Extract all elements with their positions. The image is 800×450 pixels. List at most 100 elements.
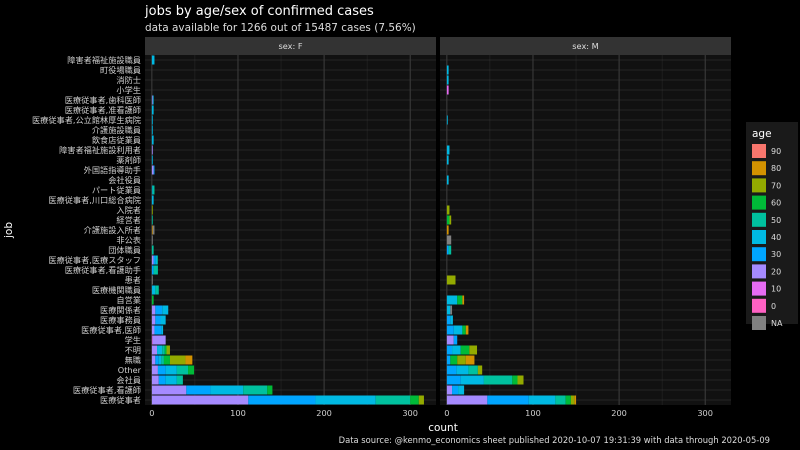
bar-segment-age-50 (162, 345, 165, 355)
bar-segment-age-70 (517, 375, 524, 385)
legend-label: 10 (771, 285, 781, 294)
x-tick-label: 0 (149, 408, 154, 418)
bar-segment-age-40 (151, 115, 153, 125)
bar-segment-age-20 (151, 315, 156, 325)
bar-segment-age-50 (151, 245, 154, 255)
y-tick-label: 薬剤師 (116, 155, 141, 165)
x-tick-label: 200 (316, 408, 332, 418)
bar-segment-age-80 (574, 395, 577, 405)
y-tick-label: 医療従事者,医師 (81, 325, 141, 335)
bar-segment-age-40 (452, 345, 461, 355)
x-axis-label: count (428, 422, 458, 434)
bar-segment-age-60 (462, 325, 466, 335)
bar-segment-age-60 (267, 385, 273, 395)
bar-segment-age-60 (188, 365, 195, 375)
bar-segment-age-40 (158, 355, 162, 365)
bar-segment-age-50 (555, 395, 566, 405)
bar-segment-age-40 (155, 255, 158, 265)
bar-segment-age-40 (151, 185, 153, 195)
bar-segment-age-40 (446, 75, 449, 85)
bar-segment-age-50 (483, 375, 513, 385)
bar-segment-age-70 (418, 395, 424, 405)
bar-segment-age-50 (151, 215, 153, 225)
bar-segment-age-60 (446, 215, 450, 225)
bar-segment-age-40 (446, 115, 448, 125)
bar-segment-age-20 (151, 355, 156, 365)
y-tick-label: 会社役員 (108, 175, 141, 185)
bar-segment-age-20 (151, 395, 249, 405)
bar-segment-age-70 (446, 205, 450, 215)
bar-segment-age-40 (157, 345, 163, 355)
bar-segment-age-30 (446, 315, 451, 325)
bar-segment-age-50 (153, 265, 158, 275)
bar-segment-age-30 (153, 255, 156, 265)
y-axis-label: job (3, 222, 15, 239)
bar-segment-age-60 (163, 355, 170, 365)
bar-segment-age-30 (453, 335, 458, 345)
bar-segment-age-20 (151, 95, 153, 105)
panel-male: sex: M 0 100 200 300 (440, 37, 731, 418)
y-tick-label: 患者 (125, 275, 141, 285)
y-tick-label: 介護施設職員 (92, 125, 141, 135)
legend-swatch (752, 161, 766, 176)
y-tick-label: 医療関係者 (100, 305, 141, 315)
facet-strip (145, 37, 436, 55)
bar-segment-age-40 (160, 315, 166, 325)
y-tick-label: Other (118, 365, 142, 375)
x-tick-label: 100 (230, 408, 246, 418)
legend-label: 30 (771, 250, 781, 259)
y-tick-label: 町役場職員 (100, 65, 141, 75)
bar-segment-age-40 (456, 365, 469, 375)
bar-segment-age-50 (448, 245, 452, 255)
bar-segment-age-40 (210, 385, 244, 395)
bar-segment-age-50 (157, 255, 158, 265)
x-tick-label: 200 (611, 408, 627, 418)
bar-segment-age-80 (185, 355, 193, 365)
legend-swatch (752, 281, 766, 296)
legend-title: age (752, 128, 772, 140)
bar-segment-age-40 (165, 365, 177, 375)
bar-segment-age-40 (446, 305, 451, 315)
y-tick-label: 介護施設入所者 (84, 225, 141, 235)
legend-label: 0 (771, 302, 776, 311)
bar-segment-age-20 (446, 385, 453, 395)
bar-segment-age-80 (465, 325, 469, 335)
bar-segment-age-40 (151, 155, 153, 165)
bar-segment-age-NA (151, 235, 153, 245)
y-tick-label: 医療事務員 (100, 315, 141, 325)
bar-segment-age-30 (487, 395, 529, 405)
bar-segment-age-50 (152, 185, 155, 195)
y-tick-label: 医療従事者,川口総合病院 (48, 195, 141, 205)
bar-segment-age-60 (512, 375, 518, 385)
y-tick-label: 医療従事者,医療スタッフ (48, 255, 141, 265)
bar-segment-age-40 (151, 105, 154, 115)
bar-segment-age-50 (161, 355, 164, 365)
bar-segment-age-20 (446, 335, 454, 345)
bar-segment-age-60 (460, 345, 470, 355)
bar-segment-age-20 (151, 325, 155, 335)
x-tick-label: 0 (444, 408, 449, 418)
legend-label: 40 (771, 233, 781, 242)
y-tick-label: 無職 (125, 355, 141, 365)
y-tick-label: 会社員 (116, 375, 141, 385)
bar-segment-age-30 (446, 345, 453, 355)
bar-segment-age-40 (151, 195, 154, 205)
bar-segment-age-40 (446, 175, 449, 185)
bar-segment-age-40 (446, 145, 450, 155)
panel-female: sex: F 0 100 200 300 (145, 37, 436, 418)
bar-segment-age-20 (151, 345, 158, 355)
legend-swatch (752, 247, 766, 262)
bar-segment-age-20 (151, 375, 159, 385)
bar-segment-age-30 (446, 325, 454, 335)
bar-segment-age-20 (151, 145, 153, 155)
bar-segment-age-30 (446, 355, 451, 365)
bar-segment-age-80 (465, 355, 475, 365)
bar-segment-age-60 (151, 295, 154, 305)
y-tick-label: 小学生 (116, 85, 141, 95)
bar-segment-age-70 (449, 215, 452, 225)
legend-label: 60 (771, 199, 781, 208)
bar-segment-age-30 (158, 375, 166, 385)
bar-segment-age-70 (469, 345, 478, 355)
y-tick-label: 経営者 (116, 215, 141, 225)
